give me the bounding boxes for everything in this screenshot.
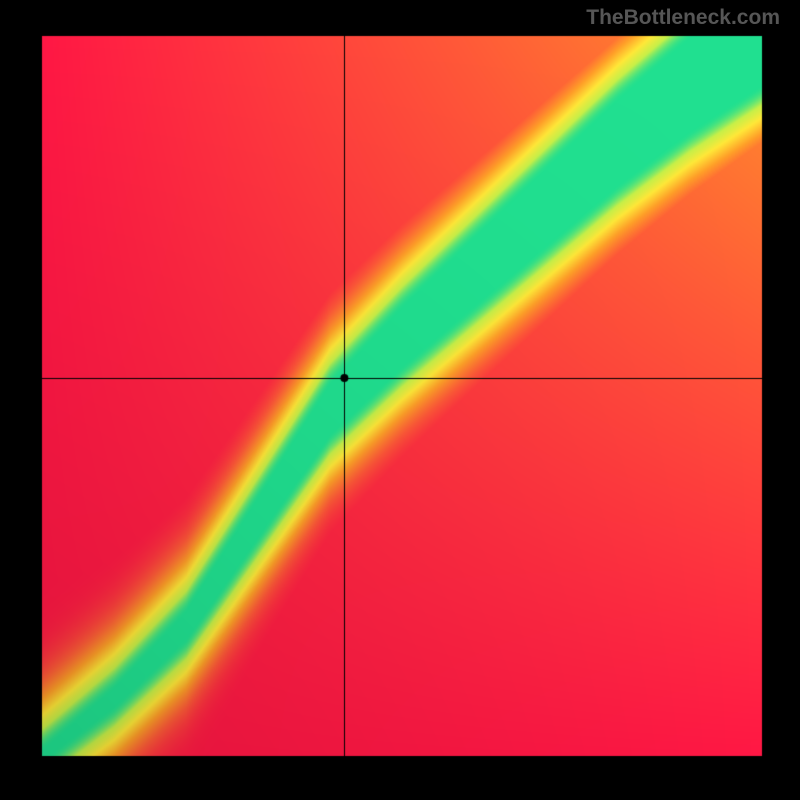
chart-container: TheBottleneck.com: [0, 0, 800, 800]
watermark-text: TheBottleneck.com: [586, 6, 780, 30]
heatmap-canvas: [0, 0, 800, 800]
